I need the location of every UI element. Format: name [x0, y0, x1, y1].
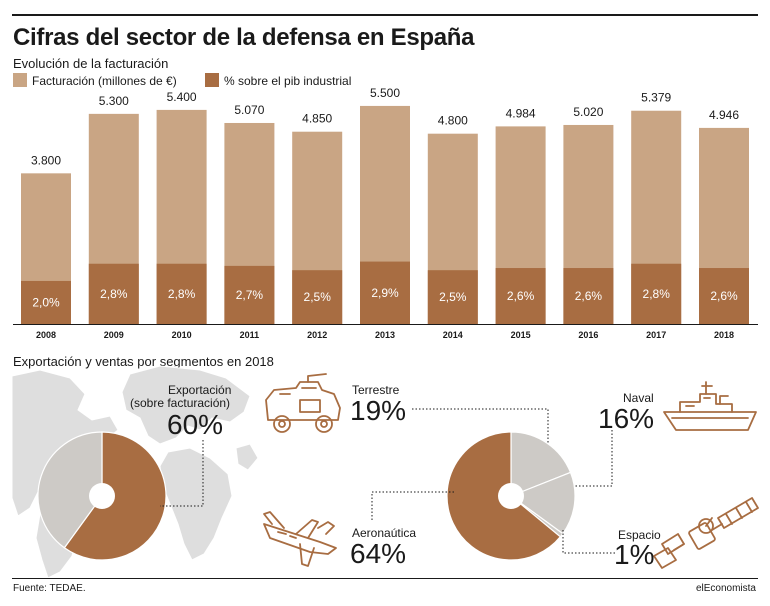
top-rule: [12, 14, 758, 16]
bar-share-2010: [156, 263, 207, 324]
x-tick-label-2016: 2016: [578, 330, 598, 340]
segments-pie-slice-naval: [509, 471, 576, 535]
aero-label: Aeronaútica: [352, 526, 417, 540]
legend-label-revenue: Facturación (millones de €): [32, 74, 177, 88]
espacio-label: Espacio: [618, 528, 661, 542]
satellite-icon: [653, 497, 759, 569]
data-label-share-2010: 2,8%: [168, 287, 196, 301]
data-label-revenue-2013: 5.500: [370, 86, 400, 100]
export-pie-center-hole: [89, 483, 115, 509]
world-map-icon: [11, 365, 259, 578]
terrestre-value: 19%: [350, 395, 407, 426]
data-label-share-2018: 2,6%: [710, 289, 738, 303]
ship-icon: [663, 381, 757, 431]
connector-export: [160, 440, 204, 507]
export-pie-slice-resto: [37, 431, 103, 549]
x-tick-label-2012: 2012: [307, 330, 327, 340]
section-title-segments: Exportación y ventas por segmentos en 20…: [13, 354, 274, 369]
data-label-revenue-2015: 4.984: [506, 106, 536, 120]
x-tick-label-2017: 2017: [646, 330, 666, 340]
bar-chart: 3.800 2,0% 2008 5.300 2,8% 2009 5.400 2,8% 2010 5…: [13, 86, 758, 340]
data-label-revenue-2012: 4.850: [302, 112, 332, 126]
source-note: Fuente: TEDAE.: [13, 583, 86, 594]
terrestre-label: Terrestre: [352, 383, 400, 397]
naval-label: Naval: [623, 391, 654, 405]
tank-icon: [265, 373, 341, 433]
data-label-share-2009: 2,8%: [100, 287, 128, 301]
x-tick-label-2011: 2011: [240, 330, 260, 340]
data-label-share-2015: 2,6%: [507, 289, 535, 303]
data-label-revenue-2008: 3.800: [31, 153, 61, 167]
x-tick-label-2013: 2013: [375, 330, 395, 340]
export-pie-slice-exportación: [63, 431, 167, 561]
data-label-share-2017: 2,8%: [643, 287, 671, 301]
data-label-revenue-2014: 4.800: [438, 114, 468, 128]
naval-value: 16%: [598, 403, 655, 434]
data-label-revenue-2011: 5.070: [234, 103, 264, 117]
segments-pie-slice-terrestre: [510, 431, 572, 497]
export-value: 60%: [167, 409, 224, 440]
page-title: Cifras del sector de la defensa en Españ…: [13, 24, 475, 51]
data-label-share-2008: 2,0%: [32, 295, 60, 309]
bar-share-2013: [360, 261, 410, 324]
export-label-line1: Exportación: [168, 383, 232, 397]
brand-logo: elEconomista: [695, 583, 756, 594]
data-label-share-2011: 2,7%: [236, 288, 264, 302]
legend-swatch-revenue: [13, 73, 27, 87]
x-tick-label-2009: 2009: [104, 330, 124, 340]
aero-value: 64%: [350, 538, 407, 569]
export-label-line2: (sobre facturación): [130, 396, 231, 410]
legend-label-share: % sobre el pib industrial: [224, 74, 352, 88]
bar-share-2014: [427, 270, 478, 324]
data-label-share-2013: 2,9%: [371, 286, 399, 300]
data-label-revenue-2010: 5.400: [167, 90, 197, 104]
bar-share-2009: [88, 263, 139, 324]
data-label-revenue-2016: 5.020: [573, 105, 603, 119]
connector-lines: [160, 408, 616, 554]
segments-graphic: [11, 365, 759, 578]
espacio-value: 1%: [614, 539, 655, 570]
data-label-revenue-2018: 4.946: [709, 108, 739, 122]
export-pie-chart: [37, 431, 167, 561]
segments-pie-center-hole: [498, 483, 524, 509]
bar-chart-subtitle: Evolución de la facturación: [13, 56, 169, 71]
bar-share-2016: [563, 268, 614, 324]
legend-swatch-share: [205, 73, 219, 87]
legend-item-revenue: Facturación (millones de €): [13, 73, 177, 88]
connector-espacio: [562, 530, 616, 554]
bar-share-2012: [292, 270, 343, 324]
legend-item-share: % sobre el pib industrial: [205, 73, 351, 88]
bar-share-2011: [224, 265, 275, 324]
bar-share-2017: [631, 263, 682, 324]
data-label-share-2016: 2,6%: [575, 289, 603, 303]
bar-share-2015: [495, 268, 546, 324]
x-tick-label-2014: 2014: [443, 330, 463, 340]
x-tick-label-2008: 2008: [36, 330, 56, 340]
data-label-revenue-2009: 5.300: [99, 94, 129, 108]
bar-share-2018: [699, 268, 749, 324]
x-tick-label-2015: 2015: [511, 330, 531, 340]
airplane-icon: [263, 511, 337, 567]
data-label-revenue-2017: 5.379: [641, 91, 671, 105]
footer-rule: [12, 578, 758, 579]
bar-share-2008: [21, 280, 71, 324]
connector-naval: [574, 430, 613, 487]
data-label-share-2012: 2,5%: [304, 290, 332, 304]
data-label-share-2014: 2,5%: [439, 290, 467, 304]
connector-aero: [371, 491, 455, 520]
segments-pie-chart: [446, 431, 576, 561]
x-tick-label-2018: 2018: [714, 330, 734, 340]
x-tick-label-2010: 2010: [172, 330, 192, 340]
